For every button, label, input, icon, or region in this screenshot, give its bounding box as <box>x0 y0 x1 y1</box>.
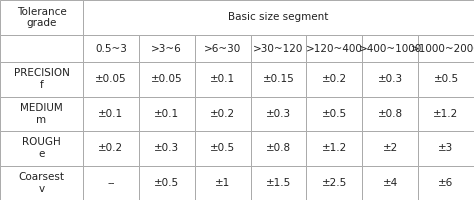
Bar <box>251 62 306 97</box>
Text: ±0.2: ±0.2 <box>210 109 235 119</box>
Bar <box>251 166 306 200</box>
Text: Basic size segment: Basic size segment <box>228 12 328 22</box>
Bar <box>362 131 418 166</box>
Text: ±0.1: ±0.1 <box>98 109 123 119</box>
Bar <box>139 166 195 200</box>
Bar <box>306 131 362 166</box>
Text: ±0.3: ±0.3 <box>378 74 403 84</box>
Bar <box>0 166 83 200</box>
Bar <box>306 35 362 62</box>
Bar <box>362 97 418 131</box>
Text: ±0.5: ±0.5 <box>322 109 347 119</box>
Text: >3~6: >3~6 <box>151 44 182 53</box>
Bar <box>362 62 418 97</box>
Bar <box>251 97 306 131</box>
Bar <box>195 35 251 62</box>
Bar <box>306 97 362 131</box>
Bar <box>306 62 362 97</box>
Bar <box>0 97 83 131</box>
Text: ±0.05: ±0.05 <box>151 74 182 84</box>
Bar <box>195 166 251 200</box>
Bar <box>83 166 139 200</box>
Text: PRECISION
f: PRECISION f <box>14 68 69 90</box>
Bar <box>195 62 251 97</box>
Text: ±0.15: ±0.15 <box>263 74 294 84</box>
Text: ±1: ±1 <box>215 178 230 188</box>
Bar <box>83 0 474 35</box>
Bar <box>0 0 83 35</box>
Text: ±0.3: ±0.3 <box>154 143 179 153</box>
Text: ±4: ±4 <box>383 178 398 188</box>
Text: ±1.2: ±1.2 <box>433 109 459 119</box>
Text: ROUGH
e: ROUGH e <box>22 137 61 159</box>
Text: ±0.1: ±0.1 <box>210 74 235 84</box>
Bar <box>0 62 83 97</box>
Bar <box>139 35 195 62</box>
Bar <box>195 131 251 166</box>
Text: >400~1000: >400~1000 <box>358 44 422 53</box>
Text: >30~120: >30~120 <box>253 44 304 53</box>
Text: ±0.5: ±0.5 <box>154 178 179 188</box>
Text: ±0.05: ±0.05 <box>95 74 127 84</box>
Bar <box>418 166 474 200</box>
Bar <box>83 131 139 166</box>
Bar <box>251 131 306 166</box>
Text: ±0.2: ±0.2 <box>98 143 123 153</box>
Bar <box>306 166 362 200</box>
Bar <box>139 97 195 131</box>
Text: ±2: ±2 <box>383 143 398 153</box>
Bar <box>0 131 83 166</box>
Text: MEDIUM
m: MEDIUM m <box>20 103 63 125</box>
Text: 0.5~3: 0.5~3 <box>95 44 127 53</box>
Text: ±1.5: ±1.5 <box>266 178 291 188</box>
Bar <box>195 97 251 131</box>
Text: ±1.2: ±1.2 <box>322 143 347 153</box>
Text: >6~30: >6~30 <box>204 44 241 53</box>
Text: ±6: ±6 <box>438 178 454 188</box>
Bar <box>83 62 139 97</box>
Bar <box>251 35 306 62</box>
Bar <box>418 62 474 97</box>
Text: ±0.5: ±0.5 <box>210 143 235 153</box>
Text: ±0.3: ±0.3 <box>266 109 291 119</box>
Bar <box>83 35 139 62</box>
Text: ±2.5: ±2.5 <box>322 178 347 188</box>
Text: ±0.8: ±0.8 <box>378 109 403 119</box>
Text: ±0.2: ±0.2 <box>322 74 347 84</box>
Text: ±0.1: ±0.1 <box>154 109 179 119</box>
Bar <box>139 131 195 166</box>
Bar <box>418 131 474 166</box>
Bar <box>83 97 139 131</box>
Text: --: -- <box>107 178 115 188</box>
Text: ±0.8: ±0.8 <box>266 143 291 153</box>
Bar <box>139 62 195 97</box>
Bar <box>362 166 418 200</box>
Text: Coarsest
v: Coarsest v <box>18 172 64 194</box>
Bar <box>418 97 474 131</box>
Text: >1000~2000: >1000~2000 <box>411 44 474 53</box>
Text: ±3: ±3 <box>438 143 454 153</box>
Text: ±0.5: ±0.5 <box>434 74 459 84</box>
Text: >120~400: >120~400 <box>306 44 363 53</box>
Bar <box>418 35 474 62</box>
Bar <box>0 35 83 62</box>
Text: Tolerance
grade: Tolerance grade <box>17 7 66 28</box>
Bar <box>362 35 418 62</box>
